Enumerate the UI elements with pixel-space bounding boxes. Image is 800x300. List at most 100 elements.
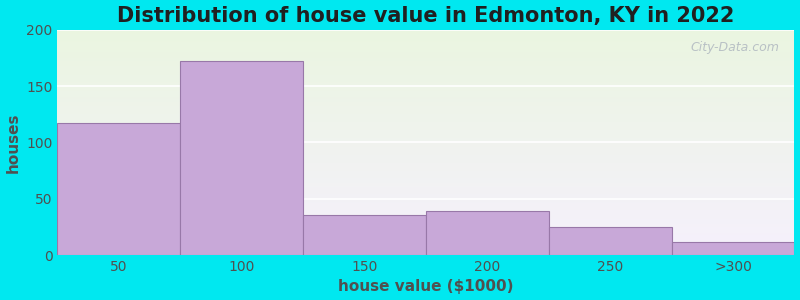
Bar (58, 144, 794, 145)
Bar (58, 162, 794, 163)
Bar (58, 34, 794, 35)
Bar (58, 47, 794, 48)
Bar (58, 112, 794, 113)
Text: City-Data.com: City-Data.com (691, 41, 780, 54)
Bar (58, 231, 794, 232)
Bar (58, 77, 794, 78)
Bar (303, 214, 426, 255)
Bar (58, 69, 794, 70)
Bar (58, 126, 794, 127)
Bar (58, 102, 794, 103)
Bar (58, 192, 794, 193)
Bar (58, 66, 794, 67)
Bar (58, 96, 794, 98)
Bar (58, 160, 794, 162)
Bar (58, 108, 794, 109)
Bar (58, 225, 794, 226)
Bar (58, 253, 794, 254)
Bar (58, 76, 794, 77)
Bar (58, 59, 794, 60)
Bar (58, 190, 794, 191)
Bar (58, 124, 794, 126)
Bar (58, 114, 794, 116)
Bar (58, 106, 794, 108)
Bar (58, 196, 794, 198)
Bar (58, 86, 794, 87)
Bar (58, 48, 794, 49)
Bar (58, 135, 794, 136)
Bar (180, 61, 303, 255)
Bar (58, 100, 794, 101)
Bar (58, 117, 794, 118)
Bar (58, 237, 794, 238)
Bar (58, 219, 794, 220)
Bar (58, 199, 794, 200)
Bar (58, 195, 794, 196)
Bar (58, 168, 794, 169)
Bar (58, 218, 794, 219)
Bar (58, 39, 794, 40)
Bar (58, 92, 794, 93)
Bar (58, 129, 794, 130)
Bar (58, 250, 794, 252)
Bar (549, 227, 671, 255)
Bar (58, 180, 794, 181)
Bar (58, 49, 794, 50)
Bar (58, 123, 794, 124)
Bar (58, 181, 794, 182)
Bar (58, 230, 794, 231)
Bar (58, 249, 794, 250)
Bar (58, 224, 794, 225)
Bar (58, 116, 794, 117)
Bar (58, 182, 794, 183)
Bar (58, 123, 180, 255)
Bar (58, 193, 794, 194)
Bar (58, 150, 794, 152)
Bar (58, 191, 794, 192)
Bar (58, 234, 794, 235)
Bar (58, 213, 794, 214)
Bar (58, 154, 794, 155)
Bar (58, 247, 794, 248)
Bar (58, 172, 794, 173)
Bar (58, 128, 794, 129)
Bar (58, 87, 794, 88)
Bar (58, 175, 794, 176)
Bar (58, 209, 794, 210)
Bar (58, 58, 794, 59)
Bar (58, 165, 794, 166)
Bar (58, 147, 794, 148)
Bar (58, 240, 794, 242)
Bar (58, 169, 794, 171)
Bar (58, 40, 794, 41)
Bar (58, 189, 794, 190)
Bar (58, 99, 794, 100)
Bar (58, 163, 794, 164)
Bar (58, 152, 794, 153)
Bar (58, 38, 794, 39)
Bar (58, 207, 794, 208)
Bar (58, 56, 794, 57)
Bar (58, 61, 794, 62)
Bar (58, 217, 794, 218)
Bar (58, 101, 794, 102)
Bar (58, 228, 794, 229)
Bar (58, 132, 794, 134)
Bar (58, 194, 794, 195)
Bar (58, 177, 794, 178)
Bar (58, 208, 794, 209)
Bar (58, 145, 794, 146)
Bar (58, 246, 794, 247)
Bar (58, 201, 794, 202)
Bar (58, 235, 794, 236)
Bar (58, 157, 794, 158)
Bar (58, 222, 794, 224)
Bar (58, 149, 794, 150)
Bar (58, 75, 794, 76)
Bar (58, 130, 794, 131)
Bar (58, 35, 794, 37)
Bar (58, 64, 794, 65)
Bar (58, 85, 794, 86)
Bar (58, 98, 794, 99)
Bar (58, 254, 794, 255)
